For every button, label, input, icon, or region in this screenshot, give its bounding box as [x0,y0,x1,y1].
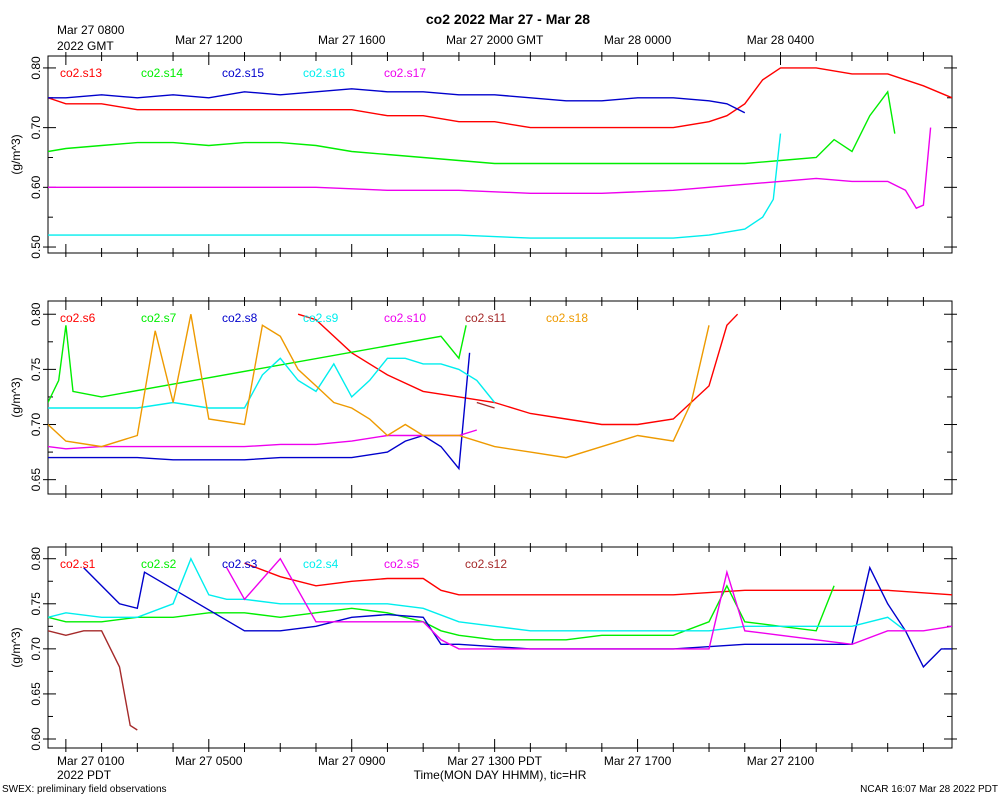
chart-panels: 0.50 0.60 0.70 0.80 (g/m^3) co2.s13 co2.s14 co2… [9,33,957,768]
legend-co2-s13: co2.s13 [60,66,102,80]
series-line-co2-s10 [48,429,478,450]
series-lines [48,313,739,471]
panel-frame [47,55,953,254]
panel-2: 0.65 0.70 0.75 0.80 (g/m^3) co2.s6 co2.s7 co2.s… [9,297,957,498]
bottom-axis-label: Mar 27 0500 [175,754,243,768]
series-line-co2-s17 [48,127,932,210]
y-tick-label: 0.50 [29,235,43,259]
series-line-co2-s16 [48,133,782,239]
series-line-co2-s4 [48,556,906,632]
legend-co2-s17: co2.s17 [384,66,426,80]
legend-co2-s11: co2.s11 [465,311,506,325]
series-line-co2-s7 [48,325,467,403]
top-axis-first-label: Mar 27 0800 [57,23,125,37]
legend-co2-s15: co2.s15 [222,66,264,80]
series-line-co2-s6 [297,313,739,426]
y-tick-label: 0.60 [29,727,43,751]
bottom-axis-first-label: Mar 27 0100 [57,754,125,768]
legend-co2-s16: co2.s16 [303,66,345,80]
series-line-co2-s9 [48,357,496,409]
y-tick-label: 0.80 [29,302,43,326]
y-tick-label: 0.80 [29,547,43,571]
panel-1: 0.50 0.60 0.70 0.80 (g/m^3) co2.s13 co2.s14 co2… [9,52,957,259]
x-axis-title: Time(MON DAY HHMM), tic=HR [414,768,587,782]
series-line-co2-s8 [48,352,471,471]
y-tick-label: 0.70 [29,116,43,140]
legend-co2-s12: co2.s12 [465,557,507,571]
legend-co2-s18: co2.s18 [546,311,588,325]
bottom-axis-label: Mar 27 1700 [604,754,672,768]
series-line-co2-s18 [48,314,710,459]
y-tick-label: 0.80 [29,56,43,80]
chart-title: co2 2022 Mar 27 - Mar 28 [426,11,590,27]
top-axis-label: Mar 28 0400 [747,33,815,47]
top-axis-first-sublabel: 2022 GMT [57,39,114,53]
y-tick-label: 0.60 [29,175,43,199]
footer-left: SWEX: preliminary field observations [2,784,167,795]
series-line-co2-s11 [476,401,495,409]
legend-co2-s8: co2.s8 [222,311,258,325]
y-tick-label: 0.70 [29,637,43,661]
bottom-axis-label: Mar 27 2100 [747,754,815,768]
footer-right: NCAR 16:07 Mar 28 2022 PDT [860,784,998,795]
y-tick-label: 0.70 [29,413,43,437]
series-line-co2-s2 [48,584,835,641]
series-line-co2-s1 [244,562,952,596]
panel-frame [47,300,953,495]
legend-co2-s10: co2.s10 [384,311,426,325]
y-axis-label: (g/m^3) [9,134,23,174]
series-line-co2-s12 [48,630,138,731]
top-axis-label: Mar 28 0000 [604,33,672,47]
legend-co2-s1: co2.s1 [60,557,96,571]
y-axis-label: (g/m^3) [9,627,23,667]
series-line-co2-s15 [48,88,746,114]
legend-co2-s5: co2.s5 [384,557,420,571]
top-axis-label: Mar 27 2000 GMT [446,33,544,47]
y-tick-label: 0.65 [29,468,43,492]
legend-co2-s2: co2.s2 [141,557,177,571]
legend-co2-s7: co2.s7 [141,311,177,325]
y-tick-label: 0.65 [29,682,43,706]
series-line-co2-s5 [226,557,952,650]
top-axis-label: Mar 27 1600 [318,33,386,47]
series-lines [48,556,952,731]
bottom-axis-label: Mar 27 1300 PDT [447,754,542,768]
bottom-axis-first-sublabel: 2022 PDT [57,768,112,782]
y-tick-label: 0.75 [29,592,43,616]
y-axis-label: (g/m^3) [9,377,23,417]
y-tick-label: 0.75 [29,357,43,381]
panel-3: 0.60 0.65 0.70 0.75 0.80 (g/m^3) co2.s1 co2.s2 c… [9,543,957,752]
series-line-co2-s14 [48,90,896,165]
legend-co2-s6: co2.s6 [60,311,96,325]
panel-frame [47,546,953,749]
legend-co2-s4: co2.s4 [303,557,339,571]
legend-co2-s3: co2.s3 [222,557,258,571]
top-axis-label: Mar 27 1200 [175,33,243,47]
series-line-co2-s3 [83,565,952,669]
legend-co2-s9: co2.s9 [303,311,339,325]
series-line-co2-s13 [48,67,952,129]
legend-co2-s14: co2.s14 [141,66,183,80]
bottom-axis-label: Mar 27 0900 [318,754,386,768]
series-lines [48,67,952,239]
